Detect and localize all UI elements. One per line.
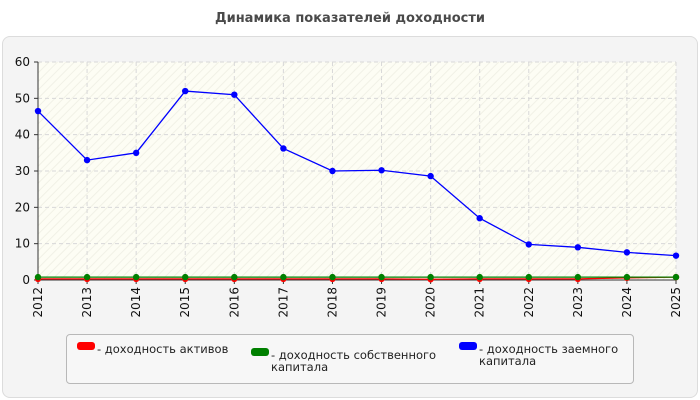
legend-label-debt-2: капитала: [479, 354, 537, 368]
legend: - доходность активов - доходность собств…: [66, 334, 634, 384]
series-point-1: [574, 273, 582, 281]
y-tick-label: 50: [15, 91, 30, 105]
x-tick-label: 2014: [129, 287, 143, 318]
y-tick-label: 60: [15, 55, 30, 69]
x-tick-label: 2021: [473, 287, 487, 318]
y-tick-label: 30: [15, 164, 30, 178]
x-tick-label: 2018: [325, 287, 339, 318]
series-point-2: [427, 172, 434, 180]
legend-label-equity-1: - доходность собственного: [271, 348, 437, 362]
series-point-2: [329, 167, 336, 175]
series-point-1: [132, 273, 140, 281]
series-line-0: [38, 276, 677, 280]
series-point-2: [672, 252, 680, 259]
legend-item-debt: - доходность заемного капитала: [459, 342, 619, 368]
series-point-2: [132, 149, 140, 157]
series-point-1: [525, 273, 532, 281]
x-tick-label: 2024: [620, 287, 634, 318]
series-point-2: [525, 241, 532, 248]
legend-item-equity: - доходность собственного капитала: [251, 348, 437, 374]
series-point-2: [574, 244, 582, 251]
series-point-2: [83, 156, 91, 164]
x-tick-label: 2015: [178, 287, 192, 318]
y-tick-label: 20: [15, 200, 30, 214]
series-point-1: [672, 273, 680, 281]
x-tick-label: 2012: [31, 287, 45, 318]
series-point-1: [182, 273, 189, 281]
series-point-1: [34, 273, 42, 281]
series-point-1: [427, 273, 434, 281]
chart-title: Динамика показателей доходности: [215, 11, 485, 26]
x-tick-label: 2025: [669, 287, 683, 318]
series-point-2: [378, 167, 385, 174]
series-point-2: [476, 215, 483, 222]
x-tick-label: 2019: [375, 287, 389, 318]
legend-item-assets: - доходность активов: [77, 342, 229, 356]
series-point-2: [34, 107, 42, 115]
x-tick-label: 2022: [522, 287, 536, 318]
series-point-1: [83, 273, 91, 281]
y-tick-label: 40: [15, 128, 30, 142]
series-line-2: [37, 90, 677, 257]
series-point-1: [476, 273, 483, 281]
legend-swatch-equity: [251, 348, 269, 356]
series-point-1: [378, 273, 385, 281]
series-point-1: [231, 273, 238, 281]
series-point-2: [280, 145, 287, 152]
y-tick-label: 10: [15, 237, 30, 251]
series-point-2: [182, 87, 189, 95]
series-point-1: [280, 273, 287, 281]
series-point-1: [623, 273, 631, 281]
legend-swatch-debt: [459, 342, 477, 350]
x-tick-label: 2020: [424, 287, 438, 318]
x-tick-label: 2017: [276, 287, 290, 318]
x-tick-label: 2023: [571, 287, 585, 318]
series-point-1: [329, 273, 336, 281]
x-tick-label: 2013: [80, 287, 94, 318]
y-tick-label: 0: [22, 273, 30, 287]
x-tick-label: 2016: [227, 287, 241, 318]
legend-swatch-assets: [77, 342, 95, 350]
series-point-2: [623, 249, 631, 256]
legend-label-debt-1: - доходность заемного: [479, 342, 619, 356]
legend-label-assets: - доходность активов: [97, 342, 229, 356]
series-point-2: [231, 91, 238, 98]
legend-label-equity-2: капитала: [271, 360, 329, 374]
